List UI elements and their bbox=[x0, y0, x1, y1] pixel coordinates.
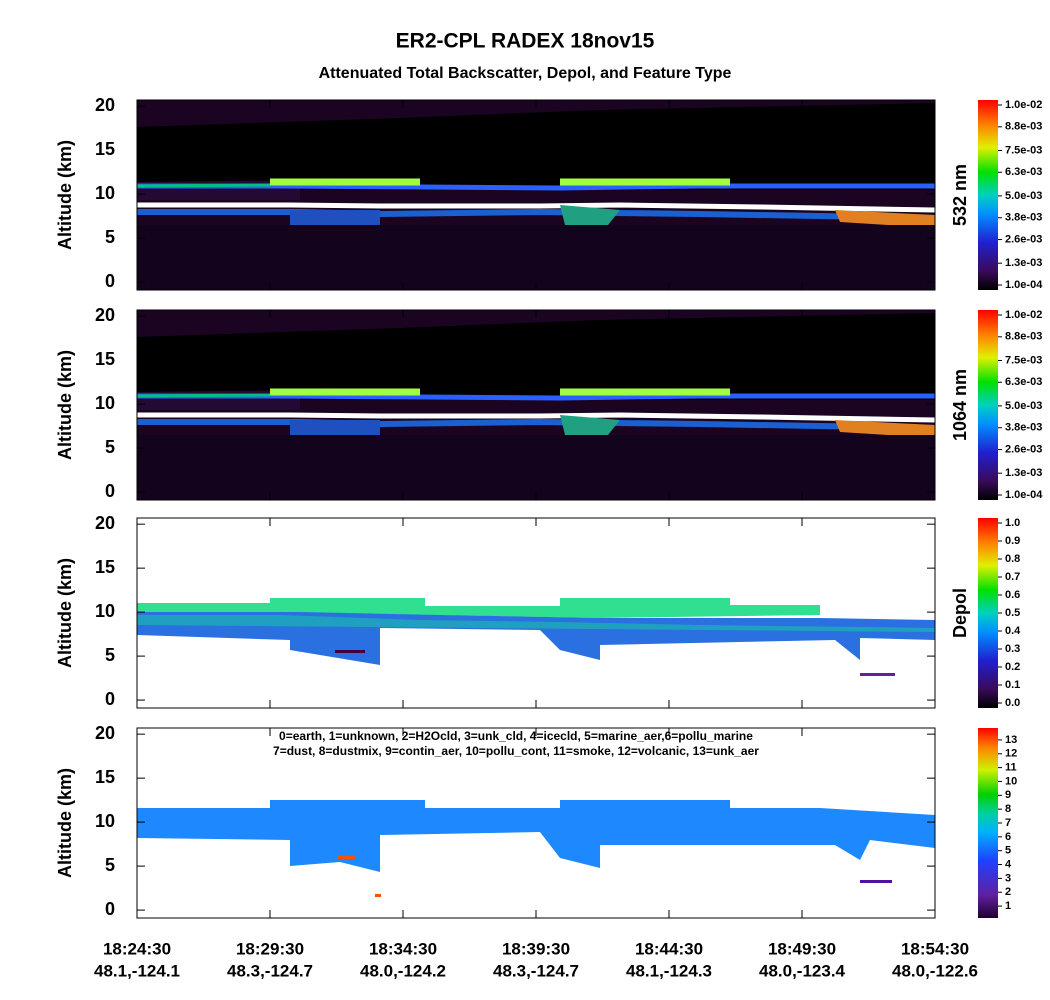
x-tick-label: 18:54:30 bbox=[901, 939, 969, 958]
colorbar-tick-label: 10 bbox=[1005, 775, 1017, 787]
x-tick-location: 48.3,-124.7 bbox=[493, 961, 579, 980]
y-tick-label: 5 bbox=[105, 645, 115, 665]
y-tick-label: 15 bbox=[95, 767, 115, 787]
colorbar-label: 532 nm bbox=[950, 164, 970, 226]
colorbar-tick-label: 0.7 bbox=[1005, 571, 1020, 583]
colorbar-label: Depol bbox=[950, 588, 970, 638]
y-axis-label: Altitude (km) bbox=[55, 140, 75, 250]
y-tick-label: 20 bbox=[95, 723, 115, 743]
colorbar bbox=[978, 518, 998, 708]
colorbar-tick-label: 5 bbox=[1005, 845, 1011, 857]
colorbar-label: 1064 nm bbox=[950, 369, 970, 441]
colorbar-tick-label: 2.6e-03 bbox=[1005, 443, 1042, 455]
y-tick-label: 15 bbox=[95, 139, 115, 159]
y-tick-label: 20 bbox=[95, 305, 115, 325]
colorbar-tick-label: 0.0 bbox=[1005, 697, 1020, 709]
colorbar-tick-label: 3.8e-03 bbox=[1005, 212, 1042, 224]
colorbar-tick-label: 6 bbox=[1005, 831, 1011, 843]
colorbar-tick-label: 1.3e-03 bbox=[1005, 467, 1042, 479]
colorbar-tick-label: 8 bbox=[1005, 803, 1011, 815]
y-tick-label: 15 bbox=[95, 349, 115, 369]
colorbar-tick-label: 0.4 bbox=[1005, 625, 1021, 637]
y-axis-label: Altitude (km) bbox=[55, 350, 75, 460]
colorbar-tick-label: 1.0e-02 bbox=[1005, 99, 1042, 111]
y-tick-label: 20 bbox=[95, 513, 115, 533]
y-tick-label: 5 bbox=[105, 437, 115, 457]
backscatter-image bbox=[137, 100, 935, 290]
feature-type-image bbox=[137, 800, 935, 897]
colorbar-tick-label: 6.3e-03 bbox=[1005, 376, 1042, 388]
y-tick-label: 15 bbox=[95, 557, 115, 577]
colorbar-tick-label: 7.5e-03 bbox=[1005, 144, 1042, 156]
colorbar-tick-label: 4 bbox=[1005, 858, 1012, 870]
colorbar-tick-label: 0.3 bbox=[1005, 643, 1020, 655]
y-tick-label: 0 bbox=[105, 481, 115, 501]
colorbar-tick-label: 0.2 bbox=[1005, 661, 1020, 673]
colorbar-tick-label: 0.6 bbox=[1005, 589, 1020, 601]
colorbar bbox=[978, 728, 998, 918]
colorbar-tick-label: 2.6e-03 bbox=[1005, 233, 1042, 245]
colorbar-tick-label: 11 bbox=[1005, 762, 1017, 774]
y-tick-label: 10 bbox=[95, 811, 115, 831]
colorbar-tick-label: 3 bbox=[1005, 872, 1011, 884]
y-tick-label: 5 bbox=[105, 855, 115, 875]
chart-subtitle: Attenuated Total Backscatter, Depol, and… bbox=[319, 65, 732, 82]
colorbar-tick-label: 1.0e-02 bbox=[1005, 309, 1042, 321]
y-tick-label: 10 bbox=[95, 393, 115, 413]
colorbar-tick-label: 3.8e-03 bbox=[1005, 422, 1042, 434]
x-tick-label: 18:44:30 bbox=[635, 939, 703, 958]
x-tick-label: 18:34:30 bbox=[369, 939, 437, 958]
feature-legend: 7=dust, 8=dustmix, 9=contin_aer, 10=poll… bbox=[273, 744, 759, 758]
x-tick-location: 48.0,-122.6 bbox=[892, 961, 978, 980]
colorbar-tick-label: 7 bbox=[1005, 817, 1011, 829]
feature-legend: 0=earth, 1=unknown, 2=H2Ocld, 3=unk_cld,… bbox=[279, 729, 753, 743]
y-tick-label: 0 bbox=[105, 689, 115, 709]
chart-title: ER2-CPL RADEX 18nov15 bbox=[396, 30, 655, 53]
y-tick-label: 10 bbox=[95, 601, 115, 621]
colorbar-tick-label: 9 bbox=[1005, 789, 1011, 801]
x-tick-label: 18:29:30 bbox=[236, 939, 304, 958]
x-tick-label: 18:39:30 bbox=[502, 939, 570, 958]
x-tick-location: 48.0,-124.2 bbox=[360, 961, 446, 980]
colorbar-tick-label: 1 bbox=[1005, 900, 1011, 912]
y-tick-label: 20 bbox=[95, 95, 115, 115]
colorbar-tick-label: 8.8e-03 bbox=[1005, 121, 1042, 133]
colorbar bbox=[978, 310, 998, 500]
backscatter-image bbox=[137, 310, 935, 500]
colorbar-tick-label: 0.9 bbox=[1005, 535, 1020, 547]
colorbar-tick-label: 7.5e-03 bbox=[1005, 354, 1042, 366]
y-tick-label: 0 bbox=[105, 271, 115, 291]
x-tick-location: 48.0,-123.4 bbox=[759, 961, 846, 980]
y-tick-label: 5 bbox=[105, 227, 115, 247]
y-axis-label: Altitude (km) bbox=[55, 768, 75, 878]
colorbar-tick-label: 0.5 bbox=[1005, 607, 1020, 619]
colorbar-tick-label: 1.3e-03 bbox=[1005, 257, 1042, 269]
colorbar-tick-label: 13 bbox=[1005, 734, 1017, 746]
colorbar-tick-label: 1.0e-04 bbox=[1005, 279, 1043, 291]
colorbar-tick-label: 0.8 bbox=[1005, 553, 1020, 565]
colorbar-tick-label: 6.3e-03 bbox=[1005, 166, 1042, 178]
x-tick-location: 48.1,-124.1 bbox=[94, 961, 180, 980]
colorbar-tick-label: 12 bbox=[1005, 748, 1017, 760]
colorbar-tick-label: 0.1 bbox=[1005, 679, 1020, 691]
depol-image bbox=[137, 598, 935, 676]
colorbar-tick-label: 8.8e-03 bbox=[1005, 331, 1042, 343]
x-tick-label: 18:49:30 bbox=[768, 939, 836, 958]
colorbar-tick-label: 1.0e-04 bbox=[1005, 489, 1043, 501]
colorbar-tick-label: 5.0e-03 bbox=[1005, 400, 1042, 412]
x-tick-location: 48.1,-124.3 bbox=[626, 961, 712, 980]
colorbar-tick-label: 1.0 bbox=[1005, 517, 1020, 529]
y-tick-label: 10 bbox=[95, 183, 115, 203]
colorbar bbox=[978, 100, 998, 290]
y-tick-label: 0 bbox=[105, 899, 115, 919]
colorbar-tick-label: 2 bbox=[1005, 886, 1011, 898]
y-axis-label: Altitude (km) bbox=[55, 558, 75, 668]
colorbar-tick-label: 5.0e-03 bbox=[1005, 190, 1042, 202]
x-tick-location: 48.3,-124.7 bbox=[227, 961, 313, 980]
x-tick-label: 18:24:30 bbox=[103, 939, 171, 958]
